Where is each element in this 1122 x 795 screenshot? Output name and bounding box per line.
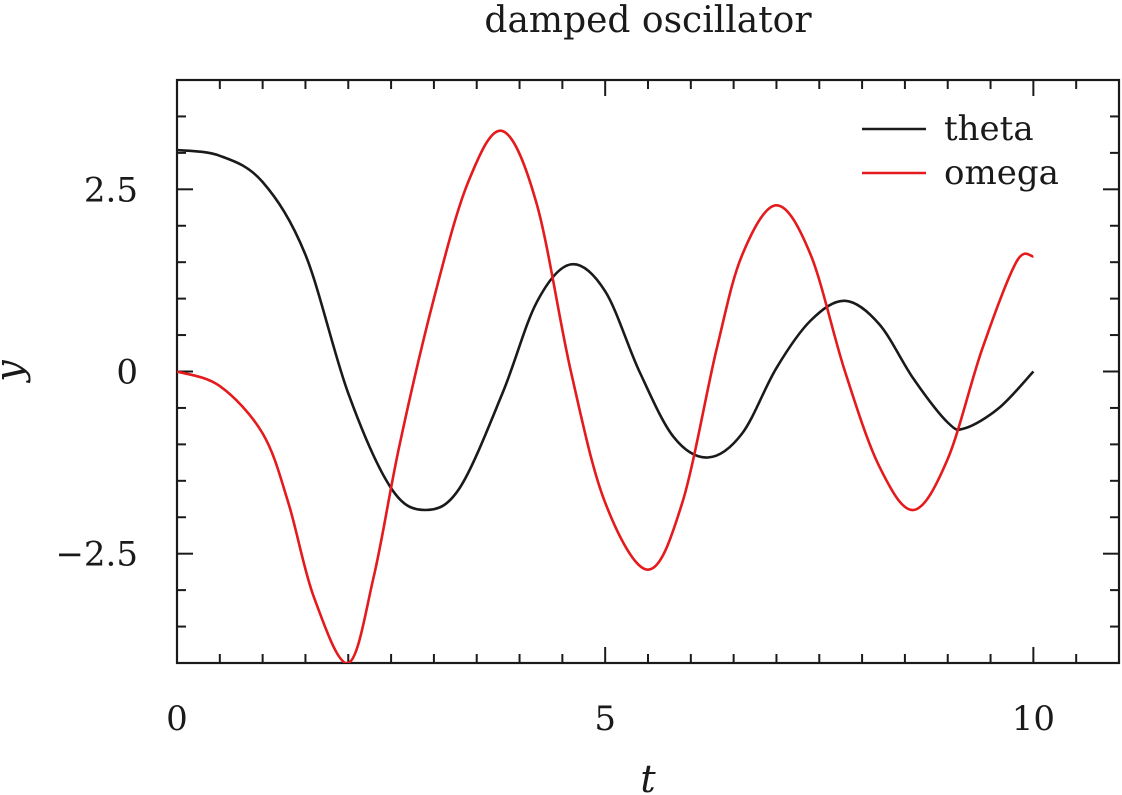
series-line-theta xyxy=(177,148,1035,512)
series-layer xyxy=(177,129,1035,663)
series-line-omega xyxy=(177,129,1034,663)
axis-tick-labels: 0 5 10 2.5 0 −2.5 xyxy=(55,170,1055,739)
y-tick-label: 0 xyxy=(116,353,138,393)
x-tick-label: 0 xyxy=(166,699,188,739)
chart-title: damped oscillator xyxy=(484,0,812,41)
x-axis-label: t xyxy=(640,757,656,795)
y-tick-label: 2.5 xyxy=(84,170,138,210)
legend-label-theta: theta xyxy=(944,109,1034,149)
x-tick-label: 10 xyxy=(1012,699,1055,739)
legend-label-omega: omega xyxy=(944,153,1059,193)
y-tick-label: −2.5 xyxy=(55,535,138,575)
axis-ticks xyxy=(176,79,1120,664)
y-axis-label: y xyxy=(0,360,31,384)
x-tick-label: 5 xyxy=(594,699,616,739)
